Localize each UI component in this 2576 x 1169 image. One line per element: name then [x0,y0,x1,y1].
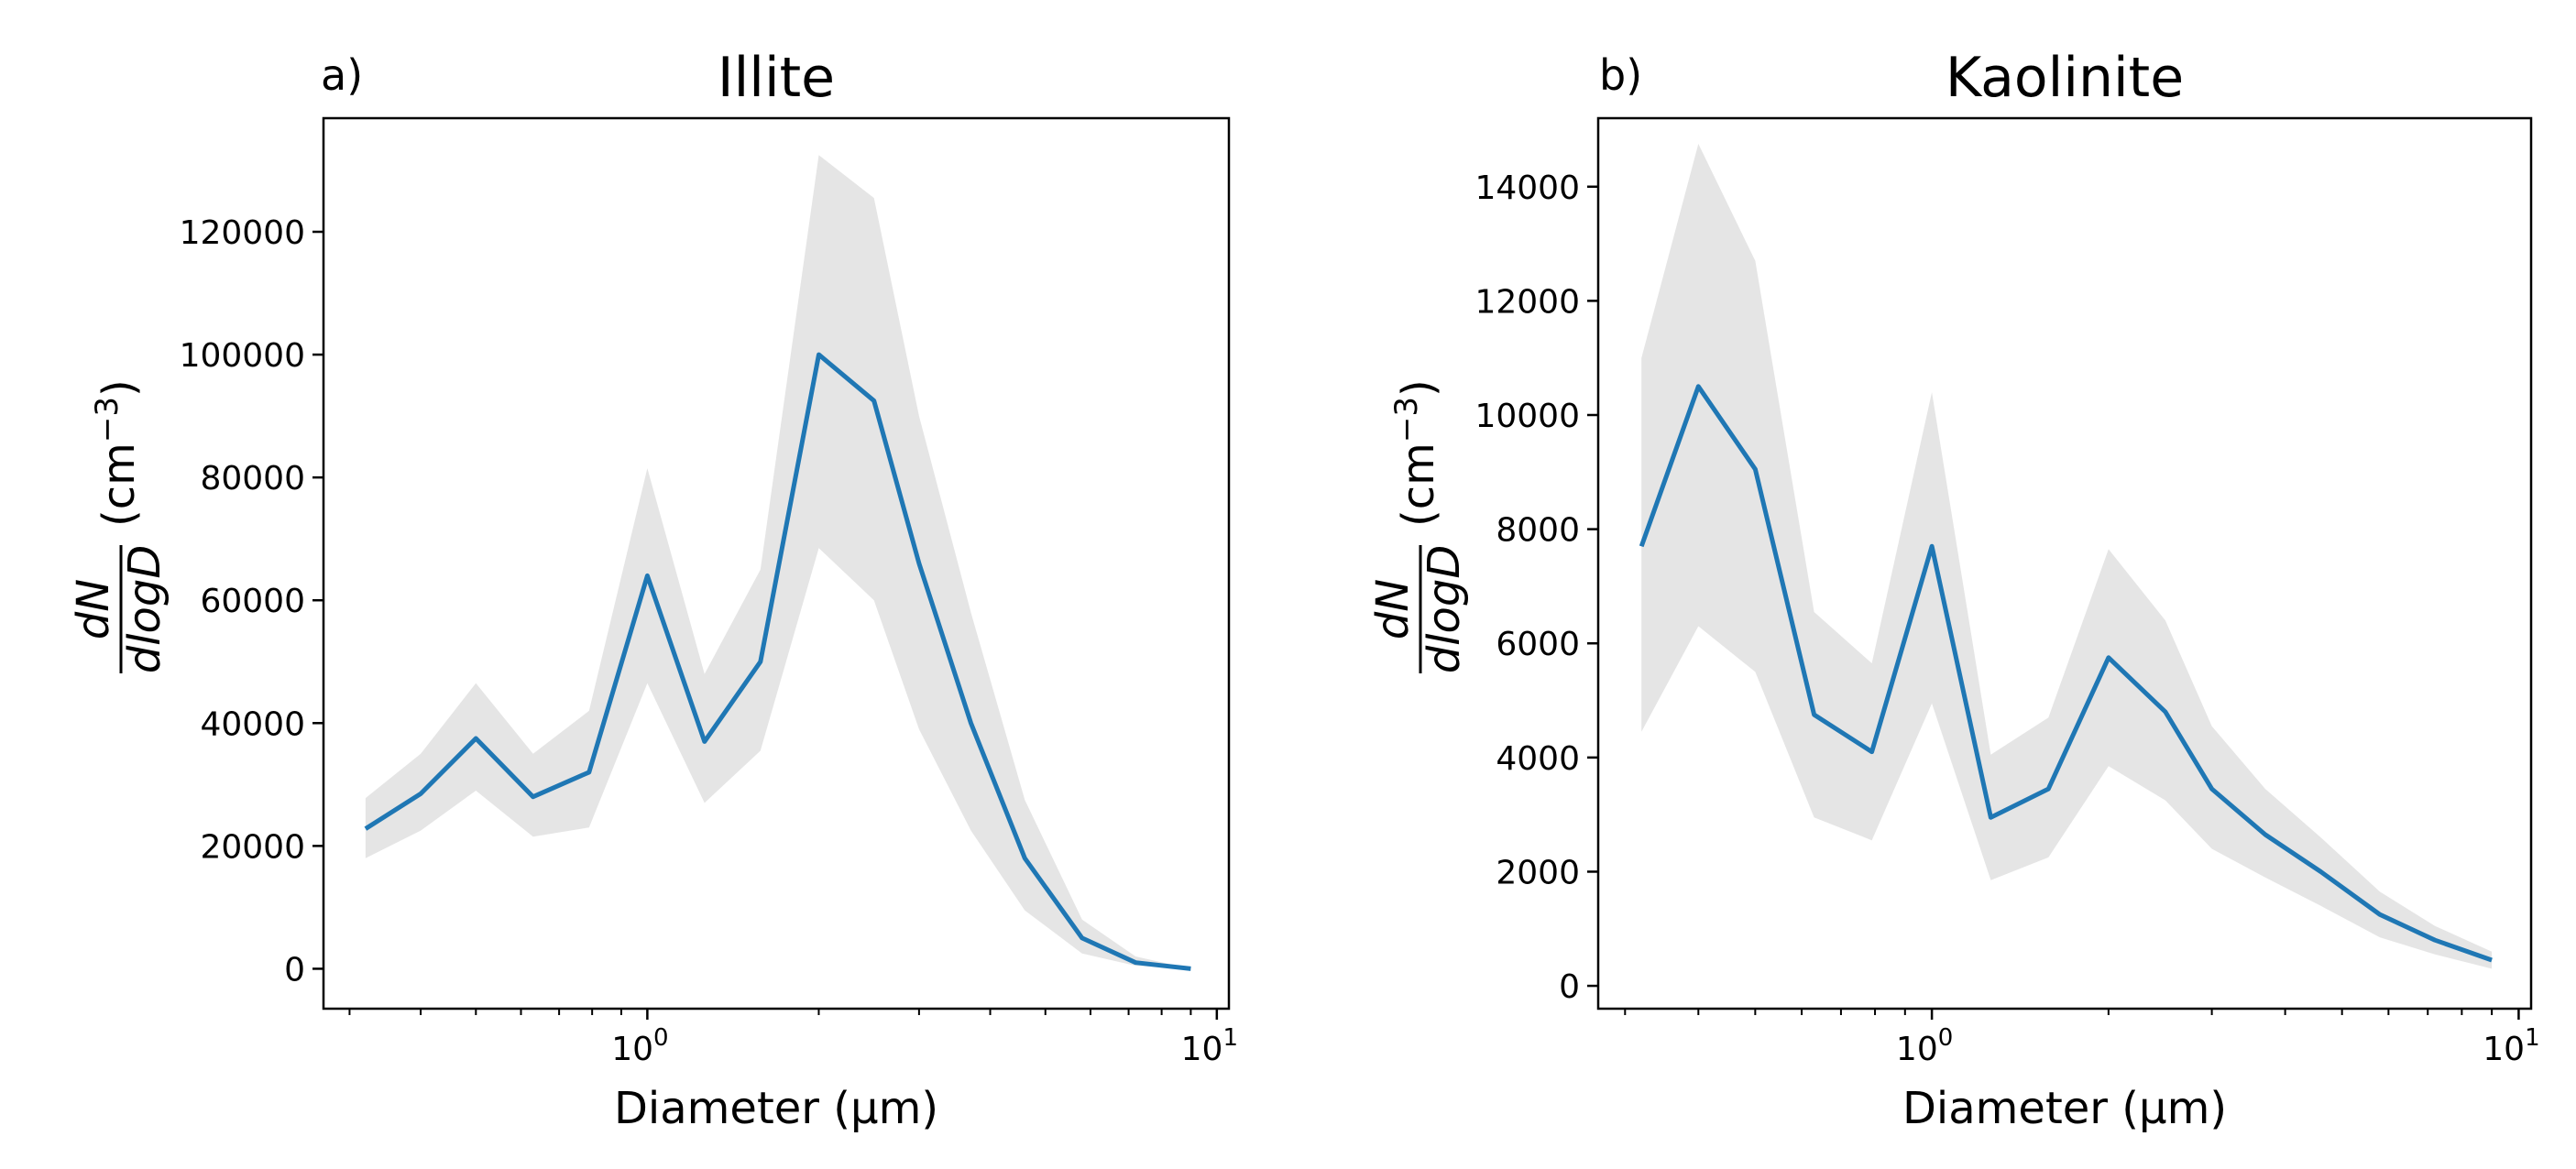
y-axis-label-illite: dN dlogD (cm−3) [68,379,170,673]
y-tick-label: 20000 [200,828,305,866]
y-tick-label: 100000 [180,337,305,375]
x-tick-exponent: 1 [2525,1024,2540,1052]
x-tick-base: 10 [611,1031,653,1068]
y-tick-label: 40000 [200,705,305,743]
y-label-numerator: dN [1367,579,1419,639]
x-axis-label-illite: Diameter (μm) [614,1083,938,1134]
y-tick-label: 0 [284,951,305,989]
y-tick-label: 6000 [1496,626,1580,663]
uncertainty-band [1641,144,2493,969]
series-line-mean [1639,384,2493,963]
y-tick-label: 14000 [1474,169,1580,207]
y-label-unit: (cm−3) [1388,379,1444,527]
y-axis-label-kaolinite: dN dlogD (cm−3) [1367,379,1470,673]
x-tick-exponent: 0 [653,1024,669,1052]
x-tick-base: 10 [2483,1031,2525,1068]
x-tick-exponent: 0 [1938,1024,1954,1052]
x-tick-label: 100 [611,1024,668,1068]
x-tick-label: 101 [1181,1024,1238,1068]
panel-label-b: b) [1599,50,1642,100]
y-label-unit: (cm−3) [89,379,145,527]
panel-label-a: a) [321,50,363,100]
x-axis-label-kaolinite: Diameter (μm) [1902,1083,2227,1134]
y-tick-label: 10000 [1474,398,1580,435]
panel-illite: a) Illite 0 20000 40000 60000 80000 100000 120… [68,46,1238,1134]
y-tick-label: 2000 [1496,854,1580,891]
y-tick-label: 4000 [1496,740,1580,778]
chart-title-kaolinite: Kaolinite [1946,46,2184,110]
x-tick-base: 10 [1181,1031,1223,1068]
x-tick-label: 100 [1896,1024,1953,1068]
y-label-denominator: dlogD [1419,545,1470,674]
x-tick-label: 101 [2483,1024,2539,1068]
x-tick-exponent: 1 [1222,1024,1238,1052]
axes-frame [322,116,1231,1011]
y-tick-label: 80000 [200,460,305,497]
y-tick-label: 8000 [1496,512,1580,550]
panel-kaolinite: b) Kaolinite 0 2000 4000 6000 8000 10000 12000… [1367,46,2540,1134]
y-label-denominator: dlogD [119,545,170,674]
axes-frame [1596,116,2533,1011]
y-tick-label: 0 [1559,968,1580,1006]
y-tick-label: 60000 [200,583,305,620]
x-tick-base: 10 [1896,1031,1938,1068]
y-label-numerator: dN [68,579,119,639]
series-line-mean [364,352,1191,971]
y-tick-label: 12000 [1474,283,1580,321]
y-tick-label: 120000 [180,214,305,252]
chart-title-illite: Illite [718,46,835,110]
